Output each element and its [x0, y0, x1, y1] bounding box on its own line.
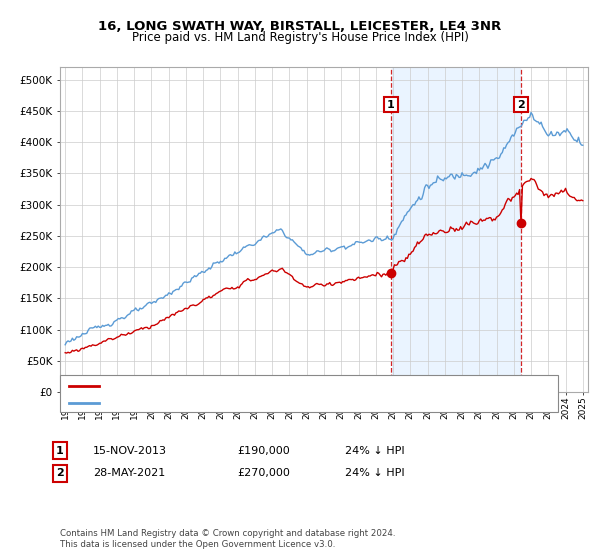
Text: Price paid vs. HM Land Registry's House Price Index (HPI): Price paid vs. HM Land Registry's House …	[131, 31, 469, 44]
Text: HPI: Average price, detached house, Charnwood: HPI: Average price, detached house, Char…	[105, 398, 341, 408]
Text: £270,000: £270,000	[237, 468, 290, 478]
Text: Contains HM Land Registry data © Crown copyright and database right 2024.
This d: Contains HM Land Registry data © Crown c…	[60, 529, 395, 549]
Text: 24% ↓ HPI: 24% ↓ HPI	[345, 468, 404, 478]
Text: 24% ↓ HPI: 24% ↓ HPI	[345, 446, 404, 456]
Text: 28-MAY-2021: 28-MAY-2021	[93, 468, 165, 478]
Text: 1: 1	[387, 100, 395, 110]
Text: £190,000: £190,000	[237, 446, 290, 456]
Text: 2: 2	[56, 468, 64, 478]
Text: 2: 2	[517, 100, 525, 110]
Text: 1: 1	[56, 446, 64, 456]
Text: 16, LONG SWATH WAY, BIRSTALL, LEICESTER, LE4 3NR: 16, LONG SWATH WAY, BIRSTALL, LEICESTER,…	[98, 20, 502, 32]
Text: 15-NOV-2013: 15-NOV-2013	[93, 446, 167, 456]
Text: 16, LONG SWATH WAY, BIRSTALL, LEICESTER, LE4 3NR (detached house): 16, LONG SWATH WAY, BIRSTALL, LEICESTER,…	[105, 381, 460, 391]
